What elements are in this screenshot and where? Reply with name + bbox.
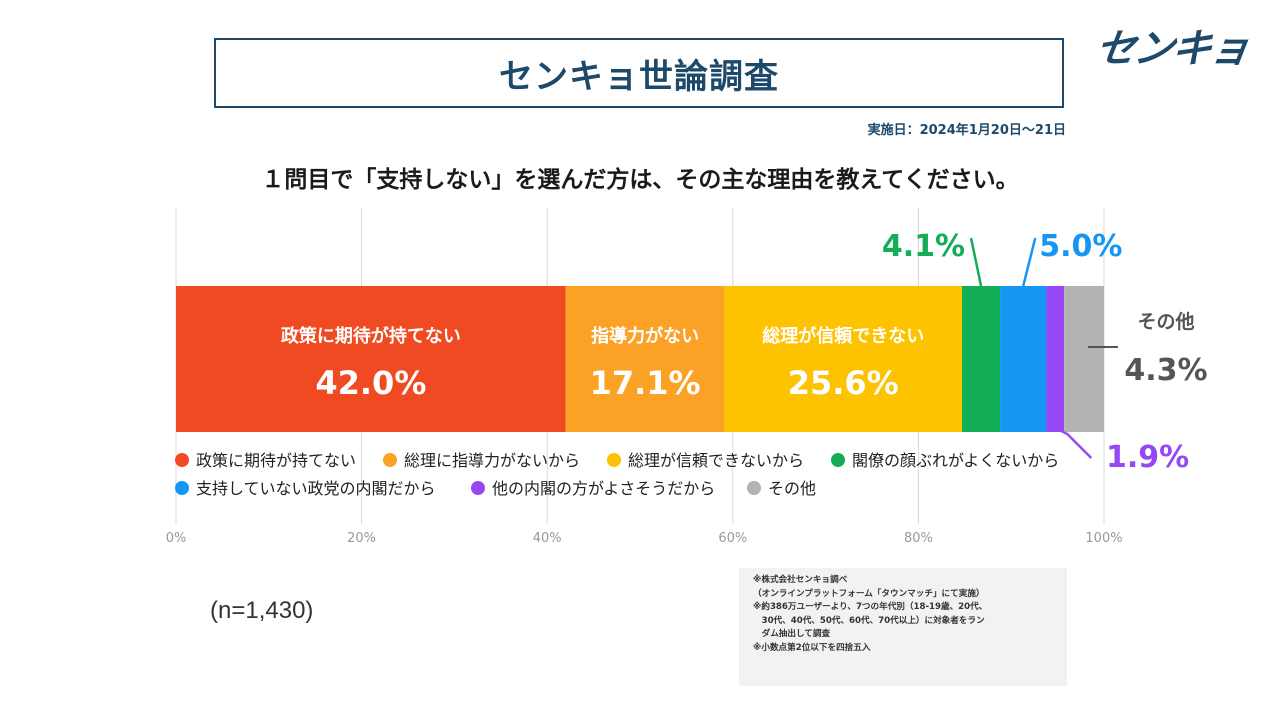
survey-date: 実施日：2024年1月20日〜21日 [867, 123, 1066, 138]
segment-name-label: 政策に期待が持てない [281, 325, 461, 347]
note-line: 30代、40代、50代、60代、70代以上）に対象者をラン [753, 615, 985, 626]
callout-value-label: 1.9% [1106, 440, 1189, 475]
callout-value-label: 5.0% [1039, 229, 1122, 264]
legend-label: 政策に期待が持てない [196, 451, 356, 470]
tick-label: 0% [166, 531, 187, 546]
legend-marker [471, 481, 485, 495]
legend-label: 総理が信頼できないから [628, 451, 804, 470]
segment-value-label: 17.1% [590, 364, 701, 402]
note-line: ※小数点第2位以下を四捨五入 [753, 642, 871, 653]
callout-value-label: 4.3% [1124, 353, 1207, 388]
tick-label: 80% [904, 531, 933, 546]
legend-marker [747, 481, 761, 495]
sample-size: (n=1,430) [210, 597, 314, 624]
bar-segment [176, 286, 566, 432]
segment-value-label: 25.6% [788, 364, 899, 402]
bar-segment [724, 286, 963, 432]
survey-question: １問目で「支持しない」を選んだ方は、その主な理由を教えてください。 [261, 167, 1019, 193]
callout-line [1022, 237, 1037, 287]
callout-line [1054, 426, 1093, 459]
page-title: センキョ世論調査 [499, 56, 779, 97]
note-line: ダム抽出して調査 [753, 629, 831, 639]
segment-name-label: 総理が信頼できない [762, 325, 924, 347]
tick-label: 60% [718, 531, 747, 546]
segment-name-label: 指導力がない [591, 325, 699, 347]
bar-segment [962, 286, 1001, 432]
bar-segment [565, 286, 725, 432]
note-line: （オンラインプラットフォーム「タウンマッチ」にて実施） [753, 588, 985, 599]
legend-label: 他の内閣の方がよさそうだから [492, 479, 715, 498]
legend-marker [383, 453, 397, 467]
legend-marker [607, 453, 621, 467]
callout-value-label: 4.1% [882, 229, 965, 264]
callout-name-label: その他 [1137, 310, 1194, 333]
legend-marker [831, 453, 845, 467]
legend-label: その他 [768, 479, 816, 498]
legend-label: 閣僚の顔ぶれがよくないから [852, 451, 1059, 470]
note-line: ※株式会社センキョ調べ [753, 575, 848, 585]
legend-marker [175, 453, 189, 467]
bar-segment [1064, 286, 1104, 432]
callout-line [969, 237, 983, 287]
legend-label: 総理に指導力がないから [404, 451, 580, 470]
note-line: ※約386万ユーザーより、7つの年代別（18-19歳、20代、 [753, 602, 988, 612]
notes-box: ※株式会社センキョ調べ （オンラインプラットフォーム「タウンマッチ」にて実施） … [739, 568, 1067, 686]
legend-label: 支持していない政党の内閣だから [196, 479, 436, 498]
legend-marker [175, 481, 189, 495]
title-box: センキョ世論調査 [214, 38, 1064, 108]
segment-value-label: 42.0% [315, 364, 426, 402]
bar-segment [1046, 286, 1065, 432]
tick-label: 100% [1085, 531, 1122, 546]
tick-label: 40% [533, 531, 562, 546]
bar-segment [1000, 286, 1047, 432]
tick-label: 20% [347, 531, 376, 546]
